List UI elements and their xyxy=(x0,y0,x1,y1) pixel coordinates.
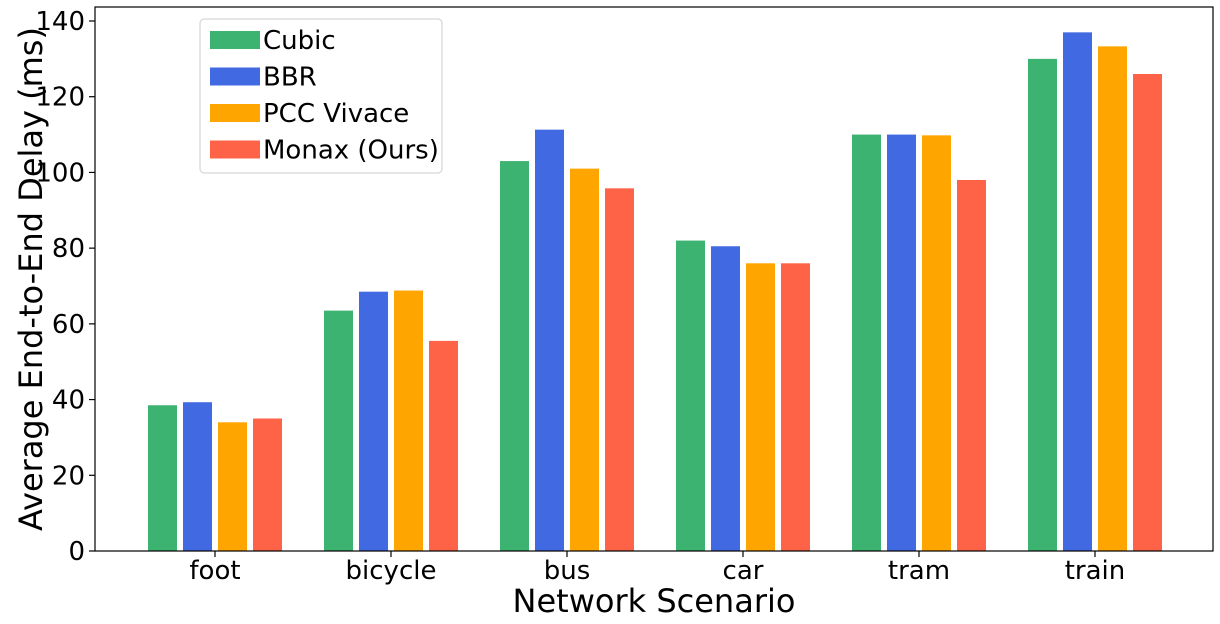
y-tick-label: 120 xyxy=(35,83,85,113)
bar-monax-ours-train xyxy=(1133,74,1162,551)
bar-monax-ours-foot xyxy=(253,418,282,551)
y-tick-label: 60 xyxy=(52,310,85,340)
x-axis: foot bicycle bus car tram train xyxy=(189,551,1125,586)
bar-pcc-vivace-tram xyxy=(922,135,951,551)
x-tick-label-train: train xyxy=(1065,556,1126,586)
legend: Cubic BBR PCC Vivace Monax (Ours) xyxy=(199,18,443,174)
x-tick-label-foot: foot xyxy=(189,556,240,586)
legend-box xyxy=(199,18,443,174)
bar-monax-ours-bus xyxy=(605,188,634,551)
bar-cubic-bicycle xyxy=(324,310,353,551)
legend-label-cubic: Cubic xyxy=(263,26,336,56)
legend-swatch-cubic xyxy=(210,31,260,49)
bar-cubic-tram xyxy=(852,134,881,551)
legend-label-pcc-vivace: PCC Vivace xyxy=(263,99,409,129)
bar-bbr-tram xyxy=(887,134,916,551)
bar-bbr-foot xyxy=(183,402,212,551)
bar-bbr-bicycle xyxy=(359,291,388,551)
legend-swatch-bbr xyxy=(210,67,260,86)
bar-pcc-vivace-bicycle xyxy=(394,290,423,551)
bars-group xyxy=(148,32,1162,552)
y-tick-label: 80 xyxy=(52,234,85,264)
y-tick-label: 40 xyxy=(52,386,85,416)
bar-cubic-bus xyxy=(500,161,529,551)
x-tick-label-bus: bus xyxy=(544,556,591,586)
bar-bbr-car xyxy=(711,246,740,551)
y-tick-label: 100 xyxy=(35,158,85,188)
legend-swatch-monax-ours xyxy=(210,140,260,159)
bar-monax-ours-tram xyxy=(957,180,986,551)
x-tick-label-tram: tram xyxy=(888,556,950,586)
bar-bbr-bus xyxy=(535,129,564,551)
bar-pcc-vivace-bus xyxy=(570,168,599,551)
legend-swatch-pcc-vivace xyxy=(210,104,260,122)
x-tick-label-car: car xyxy=(723,556,764,586)
x-axis-title: Network Scenario xyxy=(513,582,796,620)
bar-cubic-foot xyxy=(148,405,177,551)
bar-pcc-vivace-train xyxy=(1098,46,1127,552)
y-axis: 0 20 40 60 80 100 120 140 xyxy=(35,7,95,567)
y-tick-label: 140 xyxy=(35,7,85,37)
bar-pcc-vivace-car xyxy=(746,263,775,551)
bar-cubic-car xyxy=(676,240,705,551)
plot-frame xyxy=(94,6,1214,552)
x-tick-label-bicycle: bicycle xyxy=(346,556,437,586)
bar-cubic-train xyxy=(1028,58,1057,552)
bar-bbr-train xyxy=(1063,32,1092,552)
bar-monax-ours-car xyxy=(781,263,810,551)
y-tick-label: 20 xyxy=(52,461,85,491)
bar-monax-ours-bicycle xyxy=(429,340,458,551)
y-tick-label: 0 xyxy=(68,537,85,567)
legend-label-monax-ours: Monax (Ours) xyxy=(263,136,439,166)
legend-label-bbr: BBR xyxy=(263,63,317,93)
y-axis-title: Average End-to-End Delay (ms) xyxy=(12,27,50,531)
bar-pcc-vivace-foot xyxy=(218,422,247,551)
